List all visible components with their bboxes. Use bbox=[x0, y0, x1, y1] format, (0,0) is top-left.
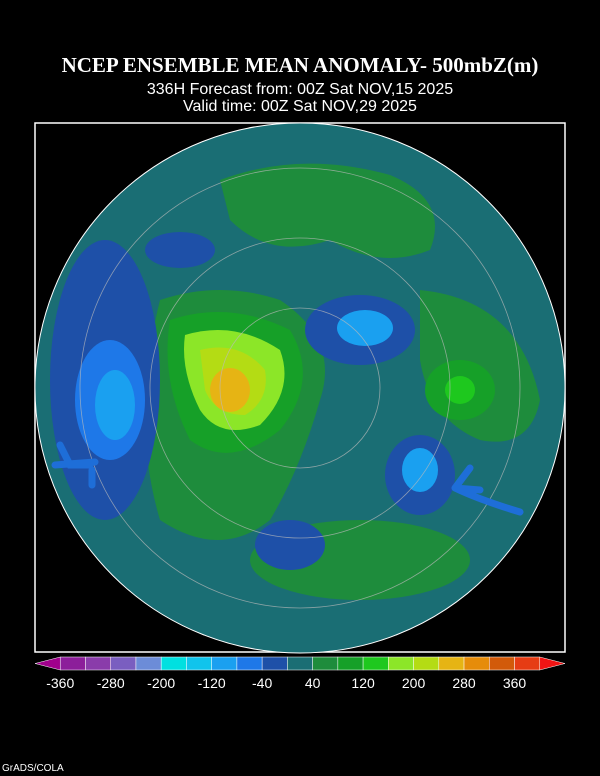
valid-time: Valid time: 00Z Sat NOV,29 2025 bbox=[183, 98, 417, 115]
colorbar-swatch bbox=[362, 656, 389, 671]
colorbar-swatch bbox=[135, 656, 162, 671]
colorbar-swatch bbox=[59, 656, 86, 671]
colorbar-swatch bbox=[514, 656, 541, 671]
colorbar-swatch bbox=[463, 656, 490, 671]
colorbar-swatch bbox=[160, 656, 187, 671]
map bbox=[35, 123, 565, 653]
globe-edge bbox=[34, 122, 566, 654]
colorbar-label: 360 bbox=[503, 675, 527, 691]
colorbar-swatch bbox=[312, 656, 339, 671]
colorbar-label: 200 bbox=[402, 675, 426, 691]
annotation-arrow bbox=[51, 441, 99, 489]
colorbar-label: 40 bbox=[305, 675, 321, 691]
credit: GrADS/COLA bbox=[2, 763, 64, 774]
colorbar-label: 280 bbox=[452, 675, 476, 691]
annotation-arrow bbox=[451, 464, 524, 516]
colorbar-label: -120 bbox=[198, 675, 226, 691]
colorbar-label: 120 bbox=[351, 675, 375, 691]
colorbar-swatch bbox=[236, 656, 263, 671]
colorbar-label: -360 bbox=[46, 675, 74, 691]
colorbar-swatch bbox=[489, 656, 515, 671]
colorbar-swatch bbox=[85, 656, 111, 671]
colorbar-swatch bbox=[110, 656, 137, 671]
colorbar-swatch bbox=[261, 656, 288, 671]
title: NCEP ENSEMBLE MEAN ANOMALY- 500mbZ(m) bbox=[62, 53, 539, 77]
colorbar-swatch bbox=[211, 656, 238, 671]
colorbar-cap bbox=[539, 656, 566, 671]
colorbar-label: -280 bbox=[97, 675, 125, 691]
colorbar-swatch bbox=[438, 656, 465, 671]
colorbar-swatch bbox=[337, 656, 364, 671]
colorbar-swatch bbox=[287, 656, 313, 671]
colorbar-swatch bbox=[388, 656, 414, 671]
colorbar-swatch bbox=[413, 656, 440, 671]
colorbar: -360 -280 -200 -120 -40 40 120 200 280 360 bbox=[34, 656, 566, 691]
forecast-time: 336H Forecast from: 00Z Sat NOV,15 2025 bbox=[147, 81, 453, 98]
colorbar-swatch bbox=[186, 656, 212, 671]
colorbar-cap bbox=[34, 656, 61, 671]
colorbar-label: -200 bbox=[147, 675, 175, 691]
colorbar-label: -40 bbox=[252, 675, 272, 691]
